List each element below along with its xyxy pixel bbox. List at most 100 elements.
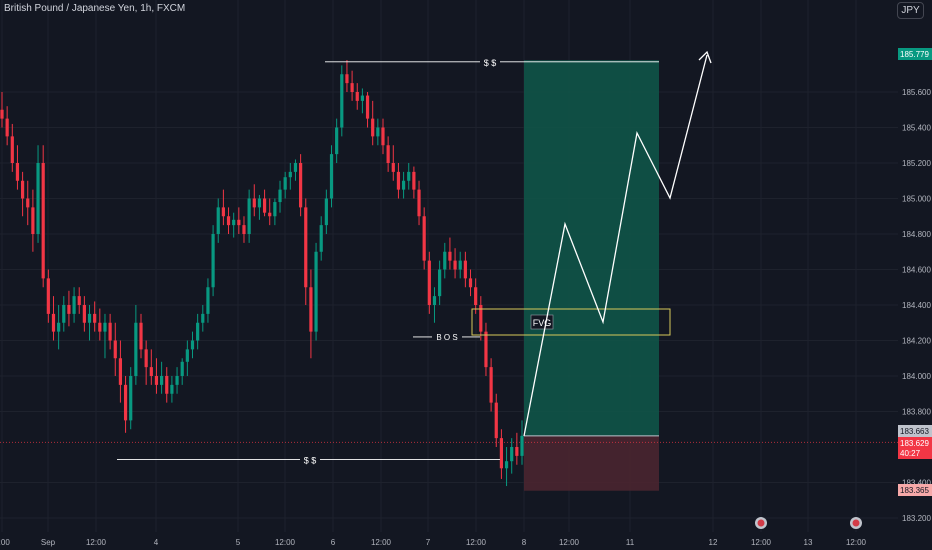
- currency-button[interactable]: JPY: [897, 2, 924, 19]
- candle: [123, 376, 128, 433]
- candle-body: [180, 361, 184, 376]
- candle-body: [103, 322, 107, 332]
- time-tick-label: 12:00: [846, 538, 867, 547]
- price-tick-label: 183.800: [902, 408, 931, 417]
- time-tick-label: 8: [522, 538, 527, 547]
- economic-event-icon: [850, 517, 862, 529]
- candle: [273, 198, 277, 226]
- candle: [520, 420, 524, 465]
- price-tick-label: 183.400: [902, 479, 931, 488]
- chart-grid: [0, 0, 898, 532]
- price-tick-label: 185.400: [902, 124, 931, 133]
- candle: [139, 313, 143, 359]
- candle-body: [376, 127, 380, 137]
- candle-body: [175, 376, 179, 385]
- fvg-label-box: [530, 314, 554, 330]
- time-tick-label: 6: [331, 538, 336, 547]
- candle: [31, 189, 35, 252]
- candle: [386, 136, 390, 172]
- candle-body: [201, 313, 205, 323]
- candle: [211, 225, 215, 297]
- candle: [479, 296, 483, 341]
- candle: [165, 367, 169, 403]
- candle-body: [57, 322, 61, 332]
- candle-body: [468, 278, 473, 288]
- candle-body: [489, 367, 493, 403]
- candle: [237, 207, 241, 234]
- bos-label: B O S: [436, 333, 457, 342]
- candle-body: [41, 163, 45, 279]
- candle-body: [247, 198, 251, 234]
- time-tick-label: 12:00: [559, 538, 580, 547]
- time-tick-label: Sep: [41, 538, 56, 547]
- candle-body: [232, 219, 236, 226]
- candle-body: [211, 234, 215, 288]
- candle: [242, 216, 246, 243]
- price-tick-label: 184.200: [902, 337, 931, 346]
- candle-body: [422, 216, 426, 261]
- candle-body: [15, 163, 20, 181]
- candle: [376, 118, 380, 146]
- candle-body: [139, 322, 143, 350]
- candle-body: [335, 127, 339, 155]
- candle: [72, 287, 76, 323]
- candle-body: [273, 202, 277, 217]
- candle: [468, 269, 473, 297]
- candle-body: [242, 225, 246, 234]
- candle-body: [304, 207, 308, 288]
- candle: [489, 358, 493, 412]
- candle-body: [504, 461, 509, 469]
- candle-body: [474, 287, 478, 305]
- candle: [309, 269, 313, 359]
- candle-body: [82, 305, 86, 323]
- candle-body: [350, 83, 354, 92]
- candle-body: [216, 207, 220, 234]
- candle: [67, 290, 71, 327]
- candle: [41, 145, 45, 288]
- candle-body: [448, 251, 452, 261]
- symbol-title[interactable]: British Pound / Japanese Yen, 1h, FXCM: [4, 3, 186, 14]
- candle-body: [62, 305, 66, 323]
- candle-body: [396, 171, 401, 190]
- candle: [190, 331, 195, 359]
- candle-body: [77, 296, 81, 305]
- candle: [438, 260, 442, 305]
- candle: [10, 123, 14, 172]
- candle: [252, 184, 256, 217]
- candle: [0, 92, 4, 128]
- price-tick-label: 184.600: [902, 266, 931, 275]
- candle: [499, 429, 504, 479]
- candle-body: [309, 287, 313, 332]
- time-tick-label: 12:00: [751, 538, 772, 547]
- candle-series: [0, 60, 524, 487]
- candle: [134, 305, 138, 385]
- candle: [103, 313, 107, 359]
- projection-path: [523, 54, 708, 437]
- stop-price-tag: 183.365: [898, 484, 932, 496]
- projection-arrowhead: [698, 50, 712, 64]
- candle: [365, 92, 370, 128]
- candle-body: [432, 296, 437, 305]
- candle: [278, 180, 282, 213]
- candle-body: [365, 95, 370, 119]
- candle: [396, 163, 401, 199]
- price-tick-label: 184.000: [902, 372, 931, 381]
- candle-body: [453, 260, 457, 270]
- candle: [113, 322, 117, 376]
- fvg-label: FVG: [533, 318, 552, 328]
- time-tick-label: 13: [804, 538, 813, 547]
- candle: [453, 248, 457, 279]
- candle: [381, 118, 385, 155]
- liquidity-low-label: $ $: [304, 455, 317, 465]
- time-tick-label: 12:00: [275, 538, 296, 547]
- candle: [93, 301, 97, 332]
- candle: [371, 100, 375, 146]
- candle-body: [520, 435, 524, 456]
- candle-body: [10, 136, 14, 163]
- candle-body: [237, 219, 241, 226]
- candle: [345, 60, 349, 92]
- liquidity-high-label: $ $: [484, 58, 497, 68]
- candle-body: [51, 313, 56, 332]
- candle: [98, 308, 102, 341]
